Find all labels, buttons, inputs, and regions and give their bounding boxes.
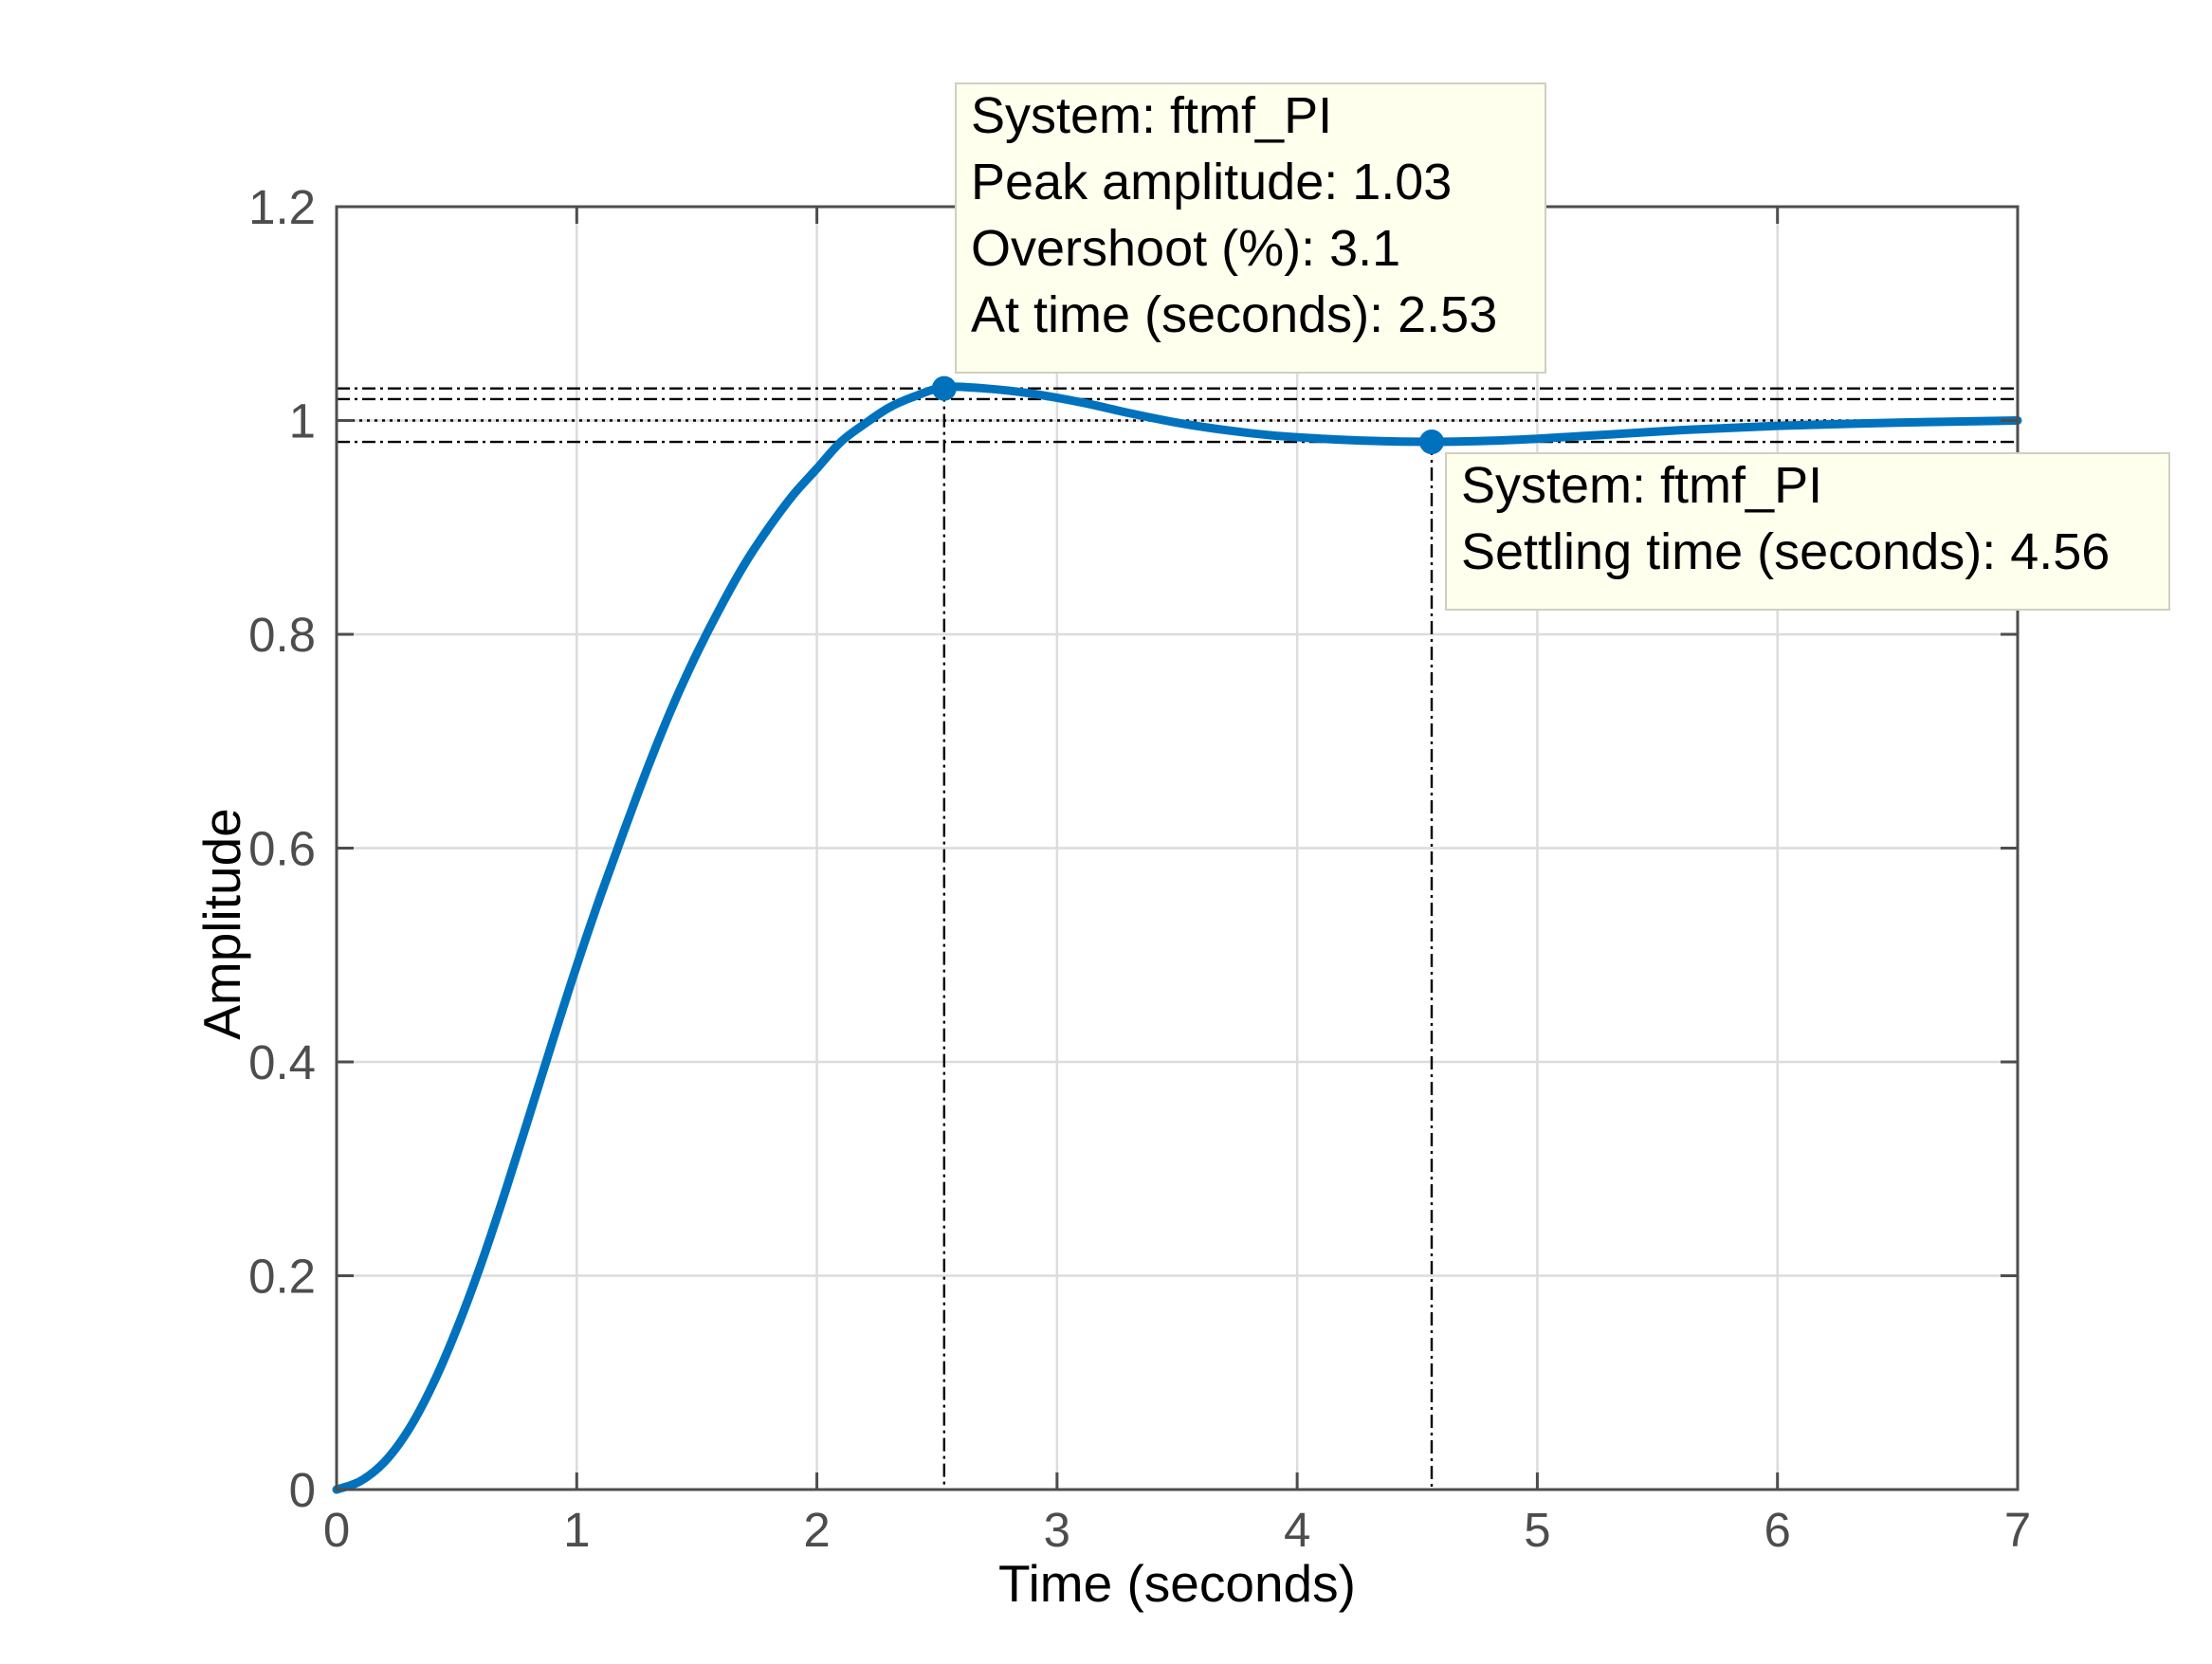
datatip-background [1445,452,2170,611]
datatip-markers [931,375,1444,455]
datatip-line: Peak amplitude: 1.03 [971,154,1452,210]
x-tick-label: 0 [323,1503,350,1557]
datatip-line: Settling time (seconds): 4.56 [1461,523,2110,580]
series-line-0 [332,382,2022,1494]
datatip-box-1[interactable]: System: ftmf_PI Settling time (seconds): … [1445,452,2170,611]
datatip-box-0[interactable]: System: ftmf_PI Peak amplitude: 1.03 Overs… [955,82,1546,374]
datatip-line: At time (seconds): 2.53 [971,286,1497,343]
x-tick-label: 6 [1764,1503,1791,1557]
y-tick-label: 1 [289,394,316,448]
series-layer [332,382,2022,1494]
y-tick-label: 0.8 [248,608,316,662]
datatip-line: Overshoot (%): 3.1 [971,220,1400,277]
x-tick-label: 3 [1044,1503,1070,1557]
x-tick-label: 5 [1524,1503,1550,1557]
y-tick-label: 0.6 [248,822,316,876]
y-tick-label: 0 [289,1463,316,1517]
datatip-marker-0[interactable] [931,375,957,401]
y-tick-label: 1.2 [248,180,316,234]
x-tick-label: 7 [2004,1503,2031,1557]
reference-lines [337,387,2018,1490]
x-tick-label: 4 [1284,1503,1310,1557]
x-tick-label: 1 [563,1503,590,1557]
datatip-marker-1[interactable] [1418,430,1444,455]
x-axis-label: Time (seconds) [998,1554,1356,1613]
y-tick-label: 0.2 [248,1250,316,1304]
y-axis-label: Amplitude [192,808,251,1040]
datatip-background [955,82,1546,374]
y-tick-label: 0.4 [248,1035,316,1089]
x-tick-label: 2 [803,1503,830,1557]
datatips[interactable]: System: ftmf_PI Peak amplitude: 1.03 Overs… [955,82,2170,611]
datatip-line: System: ftmf_PI [971,87,1332,144]
datatip-line: System: ftmf_PI [1461,457,1822,514]
tick-labels: 0 1 2 3 4 5 6 7 0 0.2 0.4 0.6 0.8 1 1.2 [248,180,2031,1557]
